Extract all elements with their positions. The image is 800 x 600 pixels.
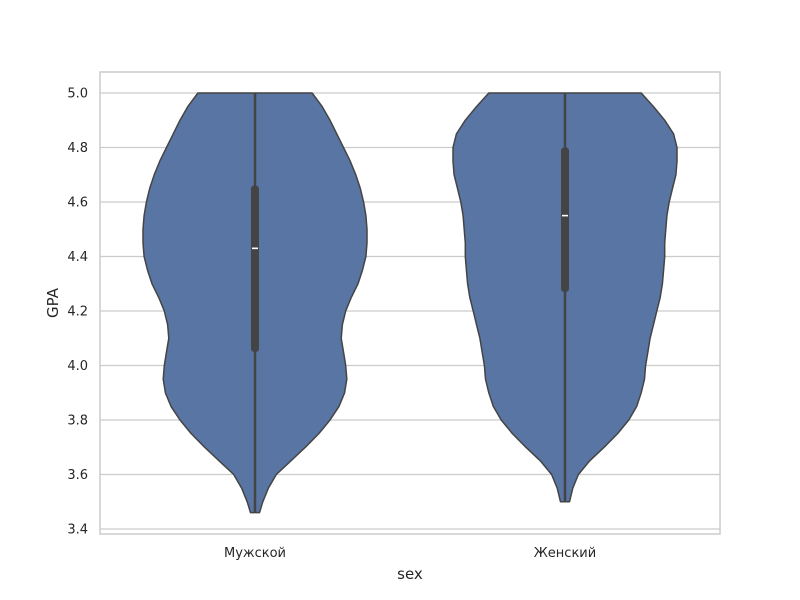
y-tick-label: 4.4 <box>67 250 88 265</box>
y-tick-label: 4.6 <box>67 196 88 211</box>
y-tick-label: 4.2 <box>67 305 88 320</box>
y-tick-label: 5.0 <box>67 87 88 102</box>
y-tick-label: 4.8 <box>67 141 88 156</box>
y-tick-label: 3.4 <box>67 523 88 538</box>
x-axis-label: sex <box>397 565 423 583</box>
violin-layer <box>142 92 678 514</box>
x-tick-label: Женский <box>534 546 596 561</box>
y-axis-label: GPA <box>44 287 62 318</box>
plot-frame <box>99 71 721 535</box>
y-tick-label: 3.8 <box>67 414 88 429</box>
tick-layer: 3.4 3.6 3.8 4.0 4.2 4.4 4.6 4.8 5.0 Мужской Женски… <box>67 87 596 562</box>
x-tick-label: Мужской <box>224 546 286 561</box>
box-layer <box>251 93 569 513</box>
iqr-box <box>561 147 569 292</box>
y-tick-label: 4.0 <box>67 359 88 374</box>
iqr-box <box>251 185 259 352</box>
y-tick-label: 3.6 <box>67 468 88 483</box>
